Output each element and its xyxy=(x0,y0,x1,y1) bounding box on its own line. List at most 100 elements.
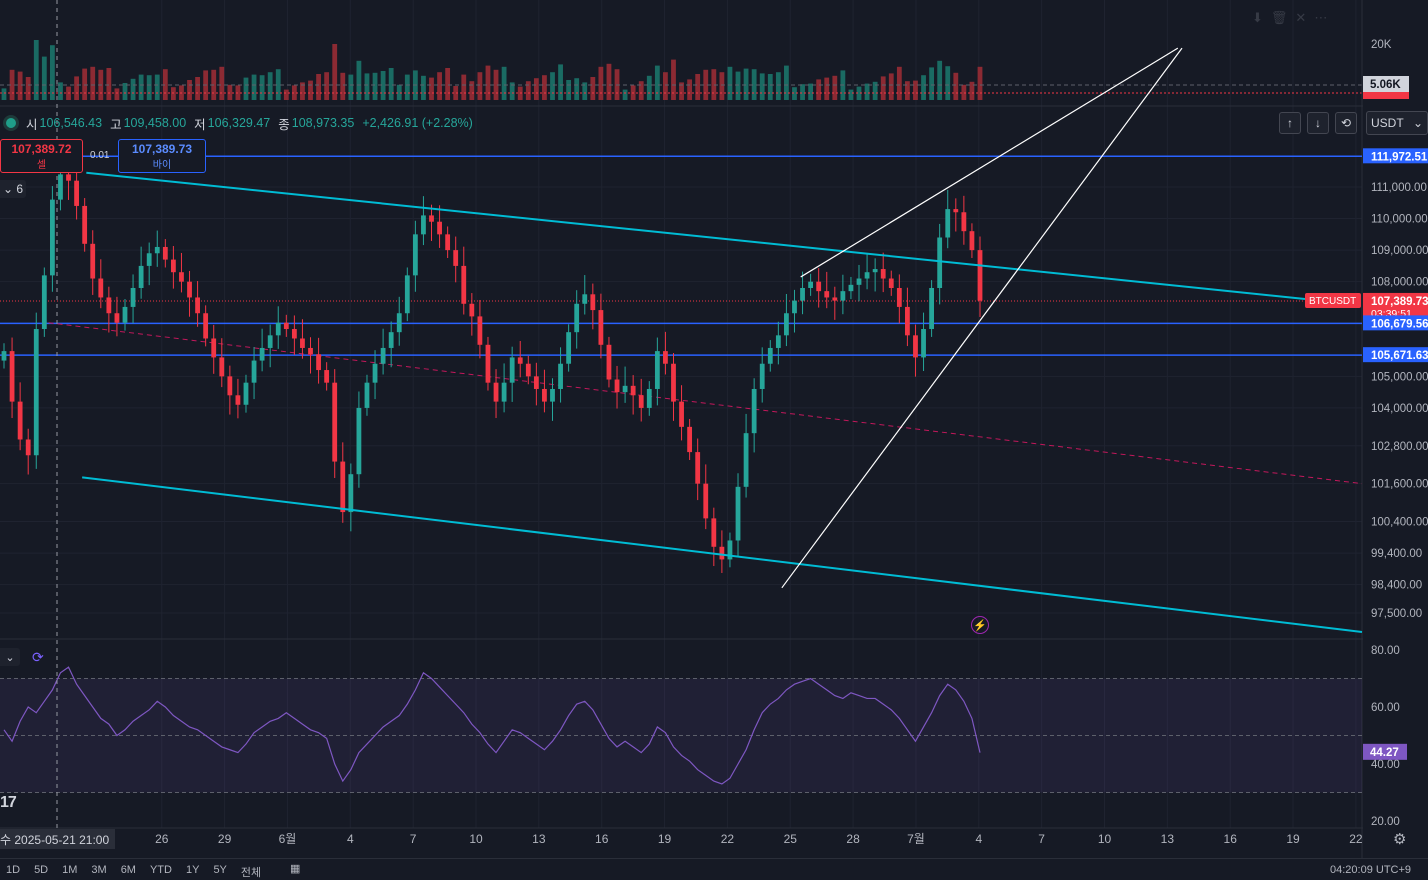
lightning-icon[interactable]: ⚡ xyxy=(971,616,989,634)
candle-body xyxy=(840,291,846,301)
candle-body xyxy=(219,357,225,377)
candle-body xyxy=(130,287,136,307)
candle-body xyxy=(598,310,604,345)
date-tick-label: 7 xyxy=(1038,832,1045,846)
currency-select[interactable]: USDT ⌄ xyxy=(1366,111,1428,135)
reset-button[interactable]: ⟲ xyxy=(1335,112,1357,134)
candle-body xyxy=(82,205,88,244)
indicator-collapse-button[interactable]: ⌄ 6 xyxy=(0,180,26,198)
candle-body xyxy=(832,297,838,301)
volume-bar xyxy=(509,82,515,100)
volume-bar xyxy=(227,84,233,100)
candle-body xyxy=(195,297,200,314)
candle-body xyxy=(203,313,209,339)
candle-body xyxy=(590,294,596,311)
wedge-upper-line xyxy=(800,47,1179,278)
candle-body xyxy=(267,335,273,348)
range-button[interactable]: 5Y xyxy=(213,864,227,876)
scroll-down-button[interactable]: ↓ xyxy=(1307,112,1329,134)
volume-tag-bg xyxy=(1363,76,1409,92)
candle-body xyxy=(364,382,370,408)
candle-body xyxy=(687,426,693,453)
calendar-icon[interactable]: ▦ xyxy=(290,863,301,875)
drawing-lines[interactable] xyxy=(0,155,1363,485)
candle-body xyxy=(283,322,289,330)
range-button[interactable]: 3M xyxy=(91,864,107,876)
candle-body xyxy=(170,259,176,273)
high-value: 109,458.00 xyxy=(123,116,187,130)
range-buttons: 1D 5D 1M 3M 6M YTD 1Y 5Y 전체 xyxy=(6,864,261,880)
candle-body xyxy=(735,486,741,541)
volume-bar xyxy=(525,81,531,100)
rsi-collapse-button[interactable]: ⌄ xyxy=(0,648,20,666)
date-tick-label: 4 xyxy=(347,832,354,846)
candle-body xyxy=(66,174,71,181)
trend-lines[interactable] xyxy=(82,47,1363,633)
range-button[interactable]: 6M xyxy=(120,864,136,876)
buy-button[interactable]: 107,389.73 바이 xyxy=(118,139,206,173)
volume-bar xyxy=(913,80,918,100)
volume-bar xyxy=(259,75,265,100)
price-tag-bg xyxy=(1363,292,1428,319)
volume-bar xyxy=(421,75,426,100)
date-axis[interactable]: 26 29 6월 4 7 10 13 16 19 22 25 28 7월 4 7 10 13 16 19 22 xyxy=(155,832,1363,846)
candle-body xyxy=(291,329,297,339)
candle-body xyxy=(25,439,31,456)
candle-body xyxy=(227,376,233,396)
volume-bar xyxy=(461,74,467,100)
volume-bar xyxy=(800,84,805,100)
range-button[interactable]: 1Y xyxy=(185,864,200,876)
range-button[interactable]: 1M xyxy=(62,864,78,876)
candle-body xyxy=(58,174,63,200)
symbol-tag-bg xyxy=(1305,292,1361,308)
range-button[interactable]: 전체 xyxy=(240,867,262,879)
volume-bar xyxy=(106,68,112,100)
candle-body xyxy=(800,287,805,301)
rsi-line xyxy=(3,666,981,785)
refresh-icon[interactable]: ⟳ xyxy=(32,649,44,665)
volume-bar xyxy=(291,85,297,100)
candle-body xyxy=(90,243,96,279)
candle-body xyxy=(848,284,854,292)
pane-separators xyxy=(0,0,1428,858)
range-button[interactable]: 5D xyxy=(34,864,49,876)
candle-body xyxy=(509,357,515,383)
trash-icon[interactable]: 🗑 xyxy=(1270,10,1288,25)
rsi-tick-label: 80.00 xyxy=(1371,645,1400,657)
close-icon[interactable]: ✕ xyxy=(1295,10,1307,25)
volume-bar xyxy=(808,83,814,100)
candle-body xyxy=(211,338,217,358)
price-tag-label: 111,972.51 xyxy=(1371,151,1428,163)
tradingview-logo[interactable]: 17 xyxy=(0,794,17,811)
sell-button[interactable]: 107,389.72 셀 xyxy=(0,139,83,173)
candle-body xyxy=(824,291,830,298)
scroll-up-button[interactable]: ↑ xyxy=(1279,112,1301,134)
range-button[interactable]: YTD xyxy=(149,864,172,876)
close-value: 108,973.35 xyxy=(291,116,355,130)
volume-bar xyxy=(9,69,15,100)
volume-bar xyxy=(122,83,128,100)
more-icon[interactable]: ⋯ xyxy=(1314,10,1328,25)
volume-bar xyxy=(275,69,281,100)
drawing-toolbar: ⬇ 🗑 ✕ ⋯ xyxy=(1252,10,1327,26)
volume-bar xyxy=(485,65,491,100)
arrow-down-icon[interactable]: ⬇ xyxy=(1252,10,1263,25)
candle-body xyxy=(929,287,935,330)
volume-bar xyxy=(501,66,507,100)
price-axis-background xyxy=(1363,0,1428,858)
candle-body xyxy=(33,329,39,456)
range-button[interactable]: 1D xyxy=(6,864,21,876)
volume-bar xyxy=(792,87,797,100)
volume-tag-label: 5.06K xyxy=(1370,79,1401,91)
settings-icon[interactable]: ⚙ xyxy=(1393,831,1407,848)
price-axis[interactable]: 111,000.00 110,000.00 109,000.00 108,000.00… xyxy=(1305,0,1428,858)
candle-body xyxy=(638,395,644,408)
candle-body xyxy=(146,253,152,266)
candle-body xyxy=(606,344,612,380)
buy-label: 바이 xyxy=(152,160,172,171)
candle-body xyxy=(138,265,144,288)
candle-body xyxy=(404,275,410,314)
close-label: 종 xyxy=(278,117,290,132)
candle-body xyxy=(316,354,321,371)
